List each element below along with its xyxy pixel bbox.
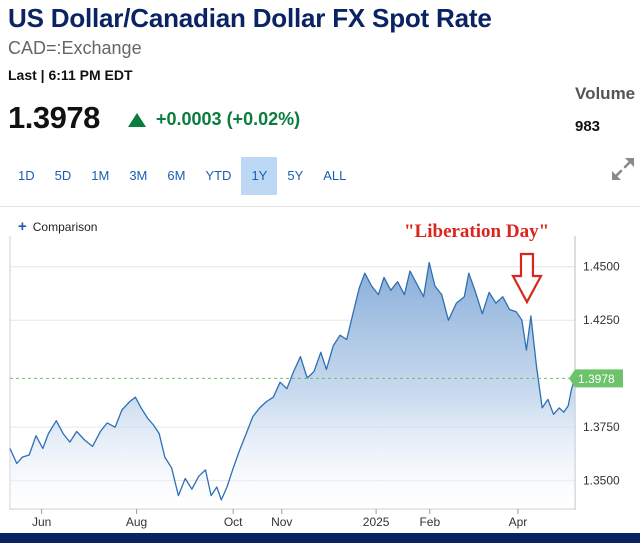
range-all[interactable]: ALL [323,168,347,183]
section-divider [0,206,640,207]
x-tick-label: Nov [271,515,292,529]
volume-value: 983 [575,118,601,135]
price-change: +0.0003 (+0.02%) [128,109,300,130]
page-title: US Dollar/Canadian Dollar FX Spot Rate [8,3,492,33]
price-change-value: +0.0003 (+0.02%) [156,109,301,129]
plus-icon: + [18,218,27,235]
x-tick-label: Jun [32,515,51,529]
last-timestamp: Last | 6:11 PM EDT [8,67,133,83]
x-tick-label: Apr [509,515,528,529]
y-tick-label: 1.4250 [583,313,620,327]
range-1y[interactable]: 1Y [241,157,278,195]
range-selector: 1D 5D 1M 3M 6M YTD 1Y 5Y ALL [8,157,356,195]
y-tick-label: 1.3750 [583,420,620,434]
last-value-badge [569,369,623,388]
x-tick-label: Aug [126,515,147,529]
y-tick-label: 1.3500 [583,474,620,488]
ticker-symbol: CAD=:Exchange [8,38,142,58]
x-tick-label: Oct [224,515,243,529]
footer-bar [0,533,640,543]
range-1d[interactable]: 1D [18,168,35,183]
last-value-label: 1.3978 [578,372,615,386]
volume-label: Volume [575,84,636,103]
price-chart: 1.4500 1.4250 1.3750 1.3500 Jun Aug Oct Nov 202… [9,236,623,529]
range-5y[interactable]: 5Y [287,168,304,183]
range-1m[interactable]: 1M [91,168,110,183]
series-area [10,262,575,508]
expand-arrows-icon[interactable] [610,156,636,182]
range-6m[interactable]: 6M [167,168,186,183]
up-triangle-icon [128,112,146,127]
series-line [9,261,576,501]
last-price: 1.3978 [8,100,100,135]
annotation-arrow [511,252,543,305]
range-ytd[interactable]: YTD [205,168,232,183]
x-tick-label: Feb [419,515,440,529]
y-tick-label: 1.4500 [583,260,620,274]
chart-annotation: "Liberation Day" [404,221,550,242]
range-5d[interactable]: 5D [54,168,72,183]
comparison-button[interactable]: + Comparison [18,218,98,235]
range-3m[interactable]: 3M [129,168,148,183]
x-tick-label: 2025 [363,515,390,529]
comparison-label: Comparison [32,220,98,234]
